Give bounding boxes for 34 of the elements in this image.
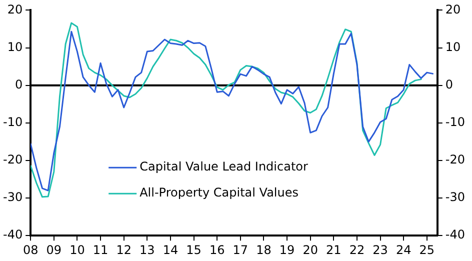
x-tick-label: 25: [419, 242, 435, 257]
x-tick-label: 18: [256, 242, 272, 257]
x-tick-label: 17: [232, 242, 248, 257]
y2-tick-label: 10: [445, 40, 461, 54]
y-tick-label: 0: [14, 77, 23, 92]
legend-label: All-Property Capital Values: [140, 186, 299, 200]
x-tick-label: 08: [22, 242, 38, 257]
x-tick-label: 24: [396, 242, 412, 257]
x-tick-label: 11: [92, 242, 108, 257]
x-tick-label: 13: [140, 242, 155, 257]
legend-label: Capital Value Lead Indicator: [140, 160, 308, 174]
x-tick-label: 16: [209, 242, 225, 257]
x-tick-label: 19: [279, 242, 295, 257]
x-tick-label: 23: [372, 242, 388, 257]
y-tick-label: 10: [7, 40, 23, 54]
x-tick-label: 10: [70, 242, 85, 257]
y2-tick-label: -20: [445, 152, 466, 167]
x-tick-label: 22: [349, 242, 365, 257]
x-tick-label: 12: [116, 242, 132, 257]
y-tick-label: -10: [2, 115, 23, 130]
y2-tick-label: -30: [445, 190, 466, 204]
y-tick-label: -20: [2, 152, 23, 167]
y2-tick-label: -10: [445, 115, 466, 130]
x-tick-label: 09: [46, 242, 62, 257]
x-tick-label: 21: [326, 242, 342, 257]
x-tick-label: 15: [186, 242, 202, 257]
x-tick-label: 14: [162, 242, 178, 257]
y2-tick-label: 0: [445, 77, 454, 92]
y-tick-label: 20: [7, 2, 23, 16]
y2-tick-label: -40: [445, 228, 466, 242]
y-tick-label: -30: [2, 190, 23, 204]
x-tick-label: 20: [302, 242, 318, 257]
y2-tick-label: 20: [445, 2, 461, 16]
y-tick-label: -40: [2, 228, 23, 242]
